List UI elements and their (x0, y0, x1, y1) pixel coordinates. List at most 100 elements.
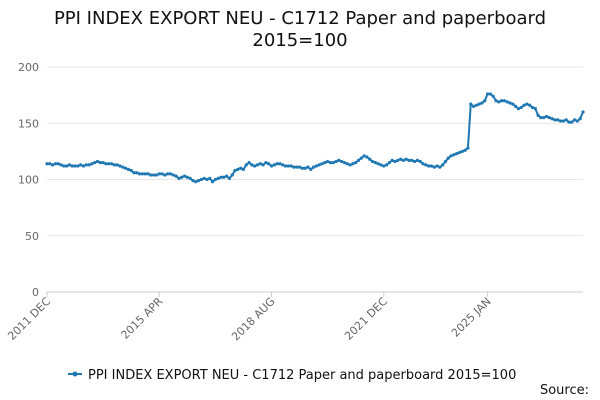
data-point[interactable] (354, 161, 358, 165)
data-point[interactable] (407, 158, 411, 162)
data-point[interactable] (455, 152, 459, 156)
data-point[interactable] (505, 100, 509, 104)
data-point[interactable] (135, 171, 139, 175)
data-point[interactable] (48, 162, 52, 166)
data-point[interactable] (278, 162, 282, 166)
source-label[interactable]: Source: (540, 383, 589, 398)
data-point[interactable] (438, 165, 442, 169)
data-point[interactable] (393, 159, 397, 164)
data-point[interactable] (483, 99, 487, 103)
data-point[interactable] (578, 117, 582, 121)
data-point[interactable] (508, 101, 512, 105)
data-point[interactable] (466, 146, 470, 150)
data-point[interactable] (342, 161, 347, 165)
data-point[interactable] (253, 164, 257, 168)
data-point[interactable] (199, 177, 203, 182)
data-point[interactable] (581, 110, 585, 114)
data-point[interactable] (168, 172, 173, 176)
data-point[interactable] (300, 166, 304, 170)
data-point[interactable] (398, 157, 403, 161)
data-point[interactable] (303, 166, 307, 170)
data-point[interactable] (491, 94, 495, 98)
data-point[interactable] (241, 167, 246, 171)
data-point[interactable] (56, 162, 60, 166)
data-point[interactable] (171, 173, 175, 177)
data-point[interactable] (452, 153, 456, 157)
data-point[interactable] (213, 177, 217, 182)
data-point[interactable] (255, 163, 260, 167)
data-point[interactable] (356, 158, 361, 162)
data-point[interactable] (126, 167, 130, 171)
data-point[interactable] (205, 177, 209, 182)
data-point[interactable] (525, 102, 529, 106)
data-point[interactable] (432, 165, 436, 169)
data-point[interactable] (73, 164, 77, 168)
data-point[interactable] (413, 159, 417, 164)
data-point[interactable] (326, 159, 330, 164)
data-point[interactable] (382, 164, 386, 168)
data-point[interactable] (121, 165, 125, 169)
data-point[interactable] (500, 99, 504, 103)
data-point[interactable] (530, 105, 535, 110)
data-point[interactable] (225, 174, 229, 178)
data-point[interactable] (424, 163, 428, 167)
data-point[interactable] (166, 172, 170, 176)
data-point[interactable] (556, 118, 560, 122)
data-point[interactable] (314, 164, 318, 168)
data-point[interactable] (309, 167, 313, 171)
data-point[interactable] (140, 172, 145, 176)
data-point[interactable] (157, 172, 161, 176)
data-point[interactable] (264, 161, 268, 165)
data-point[interactable] (289, 164, 293, 168)
data-point[interactable] (185, 175, 189, 179)
data-point[interactable] (494, 99, 498, 103)
data-point[interactable] (542, 116, 546, 120)
data-point[interactable] (146, 172, 150, 176)
data-point[interactable] (283, 164, 288, 168)
data-point[interactable] (208, 176, 212, 180)
data-point[interactable] (460, 149, 464, 153)
data-point[interactable] (533, 107, 537, 111)
data-point[interactable] (138, 172, 142, 176)
data-point[interactable] (79, 163, 83, 167)
data-point[interactable] (250, 163, 254, 167)
data-point[interactable] (384, 163, 389, 167)
data-point[interactable] (152, 173, 156, 177)
data-point[interactable] (337, 158, 341, 162)
data-point[interactable] (480, 101, 484, 105)
data-point[interactable] (230, 173, 234, 177)
data-point[interactable] (323, 161, 327, 165)
data-point[interactable] (123, 166, 128, 170)
data-point[interactable] (362, 154, 366, 158)
data-point[interactable] (558, 119, 563, 123)
data-point[interactable] (65, 164, 69, 168)
data-point[interactable] (345, 162, 349, 166)
data-point[interactable] (370, 159, 375, 164)
data-point[interactable] (180, 175, 184, 179)
data-point[interactable] (112, 163, 116, 167)
data-point[interactable] (320, 162, 324, 166)
data-point[interactable] (449, 154, 453, 158)
data-point[interactable] (331, 161, 335, 165)
data-point[interactable] (427, 164, 431, 168)
data-point[interactable] (53, 162, 58, 166)
data-point[interactable] (536, 113, 540, 117)
data-point[interactable] (544, 114, 549, 119)
data-point[interactable] (441, 163, 445, 167)
data-point[interactable] (233, 168, 237, 173)
data-point[interactable] (415, 158, 420, 162)
data-point[interactable] (446, 156, 450, 160)
data-point[interactable] (561, 119, 565, 123)
data-point[interactable] (317, 163, 321, 167)
data-point[interactable] (522, 103, 526, 107)
data-point[interactable] (488, 92, 492, 96)
data-point[interactable] (469, 102, 473, 106)
data-point[interactable] (115, 163, 119, 167)
data-point[interactable] (216, 176, 220, 180)
data-point[interactable] (575, 119, 579, 123)
data-point[interactable] (365, 155, 369, 159)
data-point[interactable] (269, 164, 274, 168)
data-point[interactable] (334, 159, 338, 164)
data-point[interactable] (45, 162, 49, 166)
data-point[interactable] (210, 180, 215, 184)
